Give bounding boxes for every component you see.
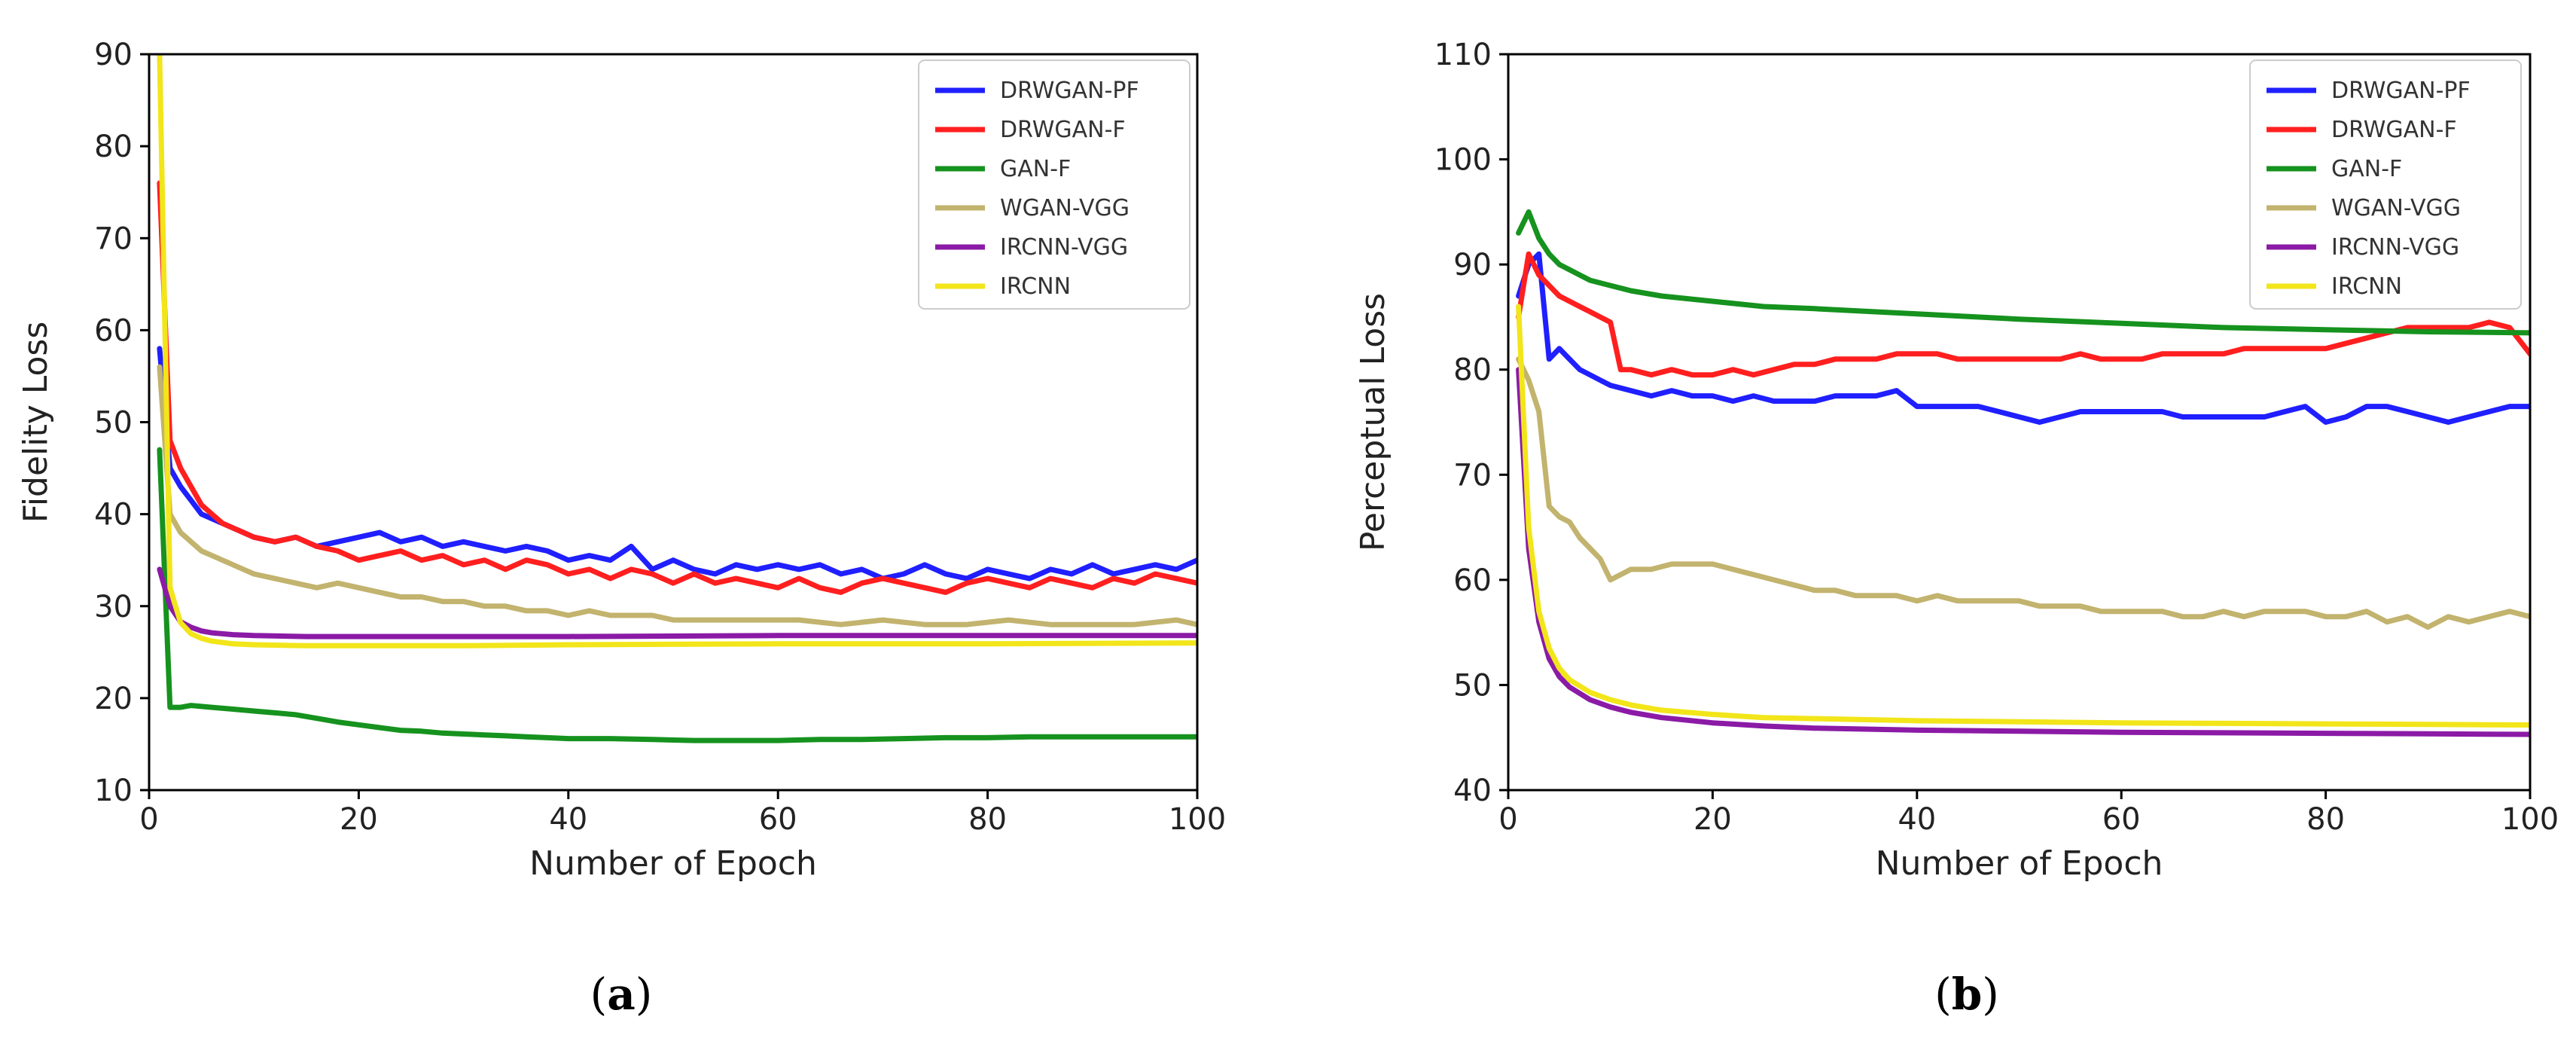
series-line-drwgan-f — [1516, 251, 2530, 378]
caption-letter: b — [1952, 969, 1983, 1020]
y-tick-label: 80 — [1453, 353, 1492, 388]
series-line-drwgan-f — [157, 180, 1197, 595]
legend-label: IRCNN — [1000, 273, 1071, 300]
legend: DRWGAN-PF DRWGAN-F GAN-F WGAN-VGG IRCNN-VGG I… — [2249, 60, 2522, 310]
legend-label: GAN-F — [2331, 156, 2402, 182]
x-axis-title: Number of Epoch — [1876, 844, 2163, 883]
series-line-ircnn — [157, 54, 1197, 649]
series-group — [1516, 209, 2530, 737]
legend: DRWGAN-PF DRWGAN-F GAN-F WGAN-VGG IRCNN-VGG I… — [918, 60, 1190, 310]
y-axis-title: Perceptual Loss — [1354, 293, 1392, 551]
x-tick-label: 100 — [2501, 802, 2559, 837]
caption-open-paren: ( — [590, 969, 608, 1020]
x-tick-label: 80 — [2306, 802, 2345, 837]
legend-label: DRWGAN-PF — [2331, 78, 2471, 104]
y-tick-label: 30 — [94, 590, 133, 624]
axes-frame — [1507, 53, 2532, 792]
y-axis-title: Fidelity Loss — [17, 322, 55, 523]
legend-label: IRCNN-VGG — [2331, 234, 2459, 261]
legend-label: DRWGAN-F — [2331, 117, 2457, 143]
y-tick-label: 10 — [94, 774, 133, 808]
legend-box — [2249, 60, 2522, 310]
caption-close-paren: ) — [636, 969, 653, 1020]
series-line-gan-f — [157, 447, 1197, 743]
x-tick-label: 0 — [1498, 802, 1517, 837]
x-tick-label: 0 — [139, 802, 158, 837]
x-tick-label: 60 — [2102, 802, 2141, 837]
y-tick-label: 50 — [1453, 668, 1492, 703]
legend-label: WGAN-VGG — [1000, 195, 1129, 221]
panel-caption: (b) — [1934, 969, 1999, 1020]
series-line-wgan-vgg — [1516, 356, 2530, 630]
legend-label: WGAN-VGG — [2331, 195, 2461, 221]
x-tick-label: 60 — [759, 802, 797, 837]
panel-caption: (a) — [590, 969, 653, 1020]
y-tick-label: 20 — [94, 682, 133, 716]
y-tick-label: 40 — [1453, 774, 1492, 808]
x-tick-label: 100 — [1169, 802, 1226, 837]
y-tick-label: 80 — [94, 130, 133, 164]
x-tick-label: 20 — [340, 802, 378, 837]
y-tick-label: 40 — [94, 498, 133, 533]
y-tick-label: 110 — [1434, 38, 1492, 72]
y-tick-label: 70 — [94, 221, 133, 256]
y-tick-label: 60 — [1453, 563, 1492, 598]
chart-panel-a: 0 20 40 60 80 100 10 20 30 40 50 60 70 80 90 Number of … — [17, 38, 1226, 1020]
y-tick-label: 70 — [1453, 458, 1492, 493]
legend-box — [918, 60, 1190, 310]
x-axis-title: Number of Epoch — [529, 844, 817, 883]
x-tick-label: 40 — [1898, 802, 1936, 837]
x-tick-label: 80 — [968, 802, 1007, 837]
chart-panel-b: 0 20 40 60 80 100 40 50 60 70 80 90 100 110 Number of … — [1354, 38, 2559, 1020]
legend-label: DRWGAN-F — [1000, 117, 1126, 143]
series-line-ircnn — [1516, 304, 2530, 728]
legend-label: IRCNN — [2331, 273, 2402, 300]
x-tick-label: 20 — [1693, 802, 1732, 837]
caption-close-paren: ) — [1982, 969, 1999, 1020]
series-line-ircnn-vgg — [1516, 367, 2530, 737]
y-tick-label: 50 — [94, 406, 133, 441]
legend-label: IRCNN-VGG — [1000, 234, 1128, 261]
y-tick-label: 90 — [1453, 248, 1492, 282]
series-line-gan-f — [1516, 209, 2530, 336]
legend-label: GAN-F — [1000, 156, 1071, 182]
y-tick-label: 100 — [1434, 143, 1492, 178]
x-tick-label: 40 — [549, 802, 587, 837]
y-tick-label: 60 — [94, 313, 133, 348]
series-line-drwgan-pf — [1516, 251, 2530, 425]
series-line-wgan-vgg — [157, 364, 1197, 627]
caption-open-paren: ( — [1934, 969, 1952, 1020]
legend-label: DRWGAN-PF — [1000, 78, 1139, 104]
caption-letter: a — [607, 969, 636, 1020]
series-group — [157, 54, 1197, 743]
y-tick-label: 90 — [94, 38, 133, 72]
